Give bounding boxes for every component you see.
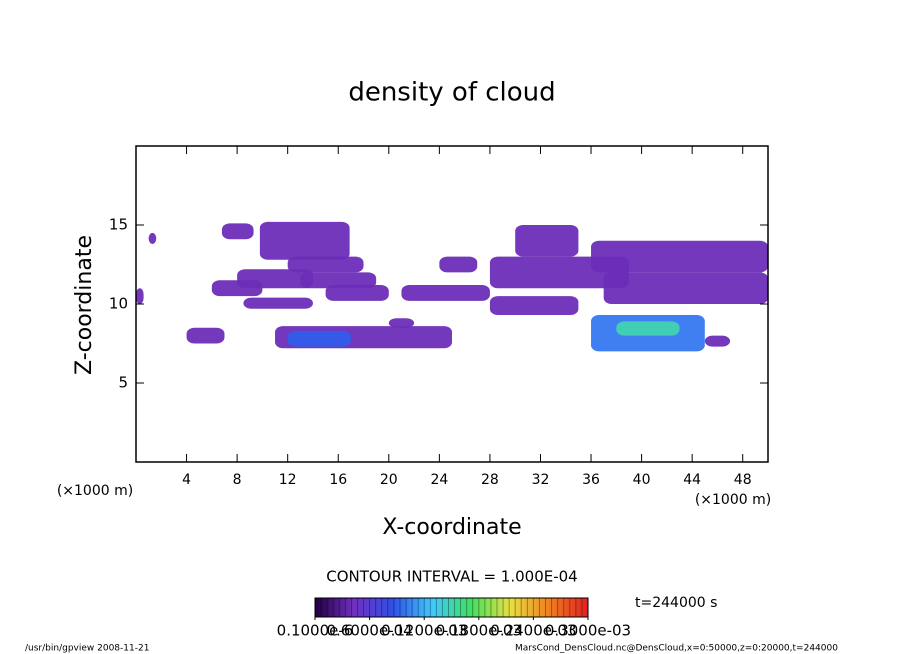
cloud-patch xyxy=(704,335,731,347)
cloud-patch xyxy=(243,297,313,309)
x-tick-label: 24 xyxy=(430,472,448,488)
x-tick-label: 8 xyxy=(233,472,242,488)
cloud-patch xyxy=(136,288,144,304)
x-tick-label: 32 xyxy=(532,472,550,488)
cloud-patch xyxy=(259,221,350,260)
footer-left: /usr/bin/gpview 2008-11-21 xyxy=(25,644,149,654)
x-tick-label: 36 xyxy=(582,472,600,488)
cloud-patch xyxy=(287,330,351,347)
x-tick-label: 28 xyxy=(481,472,499,488)
colorbar-label: 0.1200e-03 xyxy=(381,622,467,640)
cloud-patch xyxy=(603,272,768,304)
cloud-patch xyxy=(591,240,768,273)
cloud-patch xyxy=(515,225,579,257)
cloud-patch xyxy=(211,280,263,297)
y-unit: (×1000 m) xyxy=(57,483,133,499)
y-tick-label: 5 xyxy=(118,374,128,392)
time-label: t=244000 s xyxy=(635,595,717,611)
x-tick-label: 48 xyxy=(734,472,752,488)
cloud-patch xyxy=(287,256,364,273)
cloud-patch xyxy=(401,285,490,301)
cloud-patch xyxy=(325,285,389,301)
cloud-patch xyxy=(148,232,157,244)
x-tick-label: 44 xyxy=(683,472,701,488)
x-unit: (×1000 m) xyxy=(695,492,771,508)
x-axis-label: X-coordinate xyxy=(382,515,521,540)
x-tick-label: 20 xyxy=(380,472,398,488)
colorbar-label: 0.6000e-04 xyxy=(326,622,412,640)
footer-right: MarsCond_DensCloud.nc@DensCloud,x=0:5000… xyxy=(515,644,838,654)
x-tick-label: 12 xyxy=(279,472,297,488)
colorbar-label: 0.3000e-03 xyxy=(545,622,631,640)
colorbar-label: 0.1000e-6 xyxy=(277,622,354,640)
colorbar-label: 0.1800e-03 xyxy=(436,622,522,640)
y-tick-label: 15 xyxy=(109,216,128,234)
cloud-patch xyxy=(489,296,579,316)
cloud-patch xyxy=(388,318,415,328)
colorbar-label: 0.2400e-03 xyxy=(490,622,576,640)
chart-title: density of cloud xyxy=(348,78,555,108)
x-tick-label: 4 xyxy=(182,472,191,488)
x-tick-label: 40 xyxy=(633,472,651,488)
cloud-patch xyxy=(221,223,254,240)
cloud-patch xyxy=(186,327,225,344)
x-tick-label: 16 xyxy=(329,472,347,488)
y-axis-label: Z-coordinate xyxy=(72,235,97,375)
cloud-patch xyxy=(300,272,377,289)
cloud-patch xyxy=(616,321,680,336)
colorbar xyxy=(314,597,589,618)
cloud-patch xyxy=(439,256,478,273)
contour-interval: CONTOUR INTERVAL = 1.000E-04 xyxy=(326,568,577,586)
y-tick-label: 10 xyxy=(109,295,128,313)
